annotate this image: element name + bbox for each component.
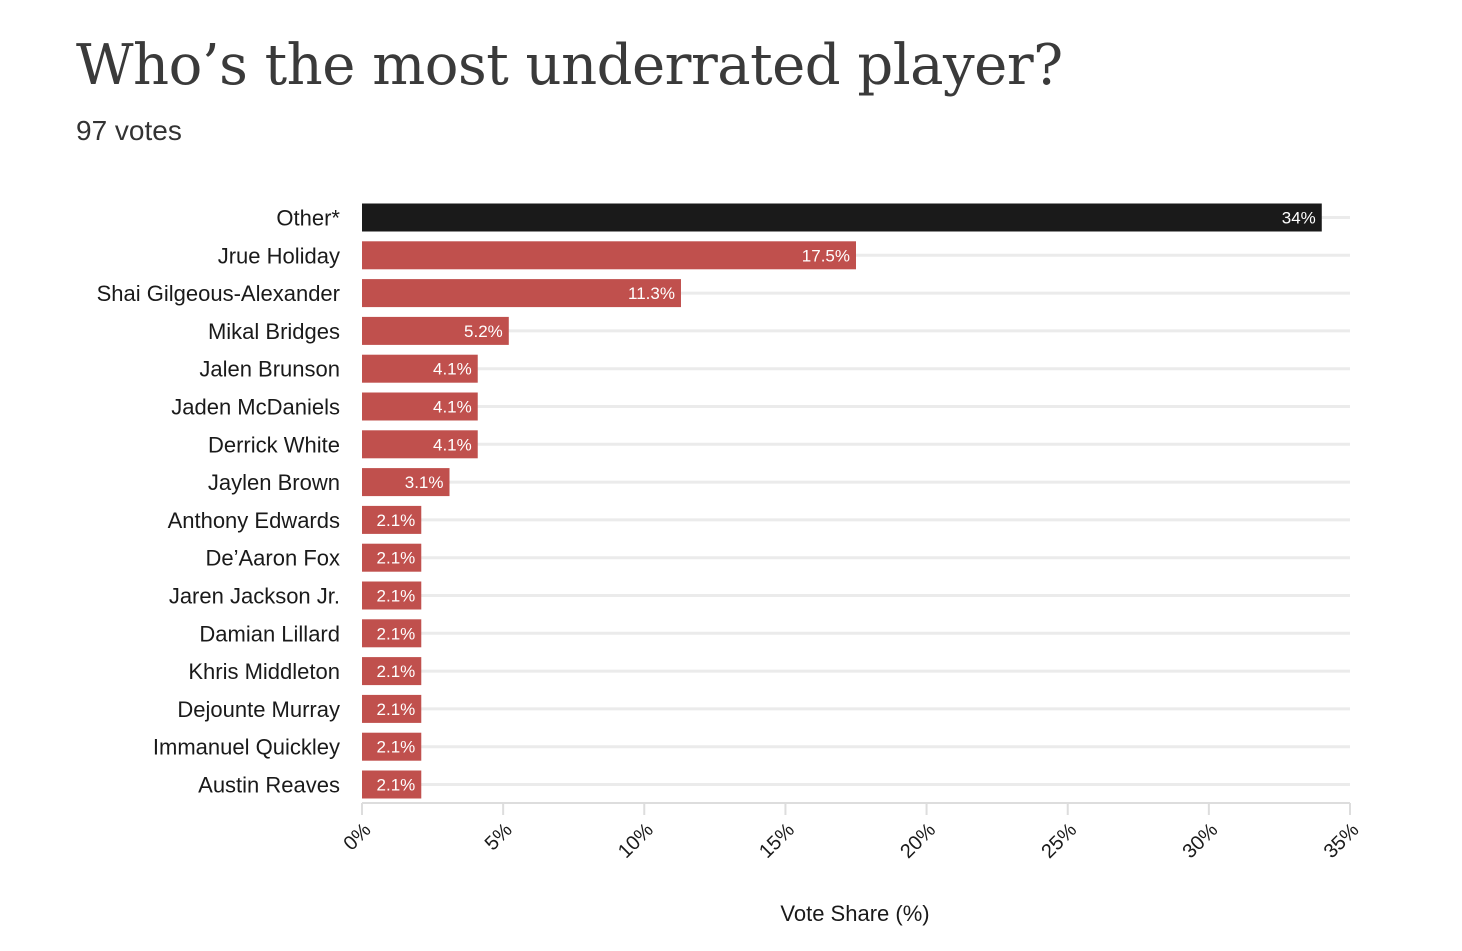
value-label: 17.5% bbox=[802, 246, 850, 265]
x-tick-label: 25% bbox=[1037, 819, 1081, 863]
category-label: Jaren Jackson Jr. bbox=[169, 584, 340, 609]
category-label: Damian Lillard bbox=[199, 621, 340, 646]
value-label: 11.3% bbox=[628, 284, 675, 303]
value-label: 2.1% bbox=[377, 549, 416, 568]
category-label: Shai Gilgeous-Alexander bbox=[97, 281, 340, 306]
value-label: 4.1% bbox=[433, 360, 472, 379]
value-labels: 34% 17.5% 11.3% 5.2% 4.1% 4.1% 4.1% 3.1% 2.1% 2.1… bbox=[377, 209, 1316, 795]
category-label: Khris Middleton bbox=[188, 659, 340, 684]
category-labels: Other* Jrue Holiday Shai Gilgeous-Alexande… bbox=[97, 206, 341, 798]
bar bbox=[362, 694, 422, 723]
bar bbox=[362, 505, 422, 534]
category-label: Derrick White bbox=[208, 432, 340, 457]
category-label: Immanuel Quickley bbox=[153, 735, 340, 760]
x-tick-label: 35% bbox=[1320, 819, 1364, 863]
bar bbox=[362, 241, 856, 270]
value-label: 2.1% bbox=[377, 776, 416, 795]
category-label: De’Aaron Fox bbox=[205, 546, 340, 571]
bar bbox=[362, 203, 1322, 232]
value-label: 34% bbox=[1282, 209, 1316, 228]
chart-title: Who’s the most underrated player? bbox=[76, 33, 1063, 98]
bar bbox=[362, 543, 422, 572]
category-label: Jaylen Brown bbox=[208, 470, 340, 495]
bar bbox=[362, 354, 478, 383]
x-tick-label: 20% bbox=[896, 819, 940, 863]
bar bbox=[362, 581, 422, 610]
value-label: 2.1% bbox=[377, 700, 416, 719]
value-label: 3.1% bbox=[405, 473, 444, 492]
category-label: Anthony Edwards bbox=[168, 508, 340, 533]
value-label: 2.1% bbox=[377, 624, 416, 643]
x-axis-title: Vote Share (%) bbox=[780, 901, 929, 926]
bar bbox=[362, 392, 478, 421]
bar bbox=[362, 657, 422, 686]
grid-lines bbox=[362, 216, 1350, 786]
bar bbox=[362, 732, 422, 761]
x-tick-label: 5% bbox=[481, 819, 517, 855]
bars bbox=[362, 203, 1322, 799]
category-label: Austin Reaves bbox=[198, 773, 340, 798]
value-label: 2.1% bbox=[377, 587, 416, 606]
bar bbox=[362, 619, 422, 648]
x-axis: 0% 5% 10% 15% 20% 25% 30% 35% bbox=[340, 802, 1364, 863]
bar bbox=[362, 468, 450, 497]
x-tick-label: 30% bbox=[1179, 819, 1223, 863]
value-label: 2.1% bbox=[377, 511, 416, 530]
x-tick-label: 15% bbox=[755, 819, 799, 863]
category-label: Jalen Brunson bbox=[199, 357, 340, 382]
vote-count: 97 votes bbox=[76, 115, 182, 146]
category-label: Jaden McDaniels bbox=[171, 395, 340, 420]
x-tick-label: 0% bbox=[340, 819, 376, 855]
bar bbox=[362, 316, 509, 345]
value-label: 2.1% bbox=[377, 738, 416, 757]
value-label: 4.1% bbox=[433, 398, 472, 417]
bar bbox=[362, 430, 478, 459]
value-label: 2.1% bbox=[377, 662, 416, 681]
category-label: Jrue Holiday bbox=[218, 243, 340, 268]
x-tick-label: 10% bbox=[614, 819, 658, 863]
category-label: Other* bbox=[276, 206, 340, 231]
category-label: Mikal Bridges bbox=[208, 319, 340, 344]
category-label: Dejounte Murray bbox=[177, 697, 340, 722]
value-label: 4.1% bbox=[433, 435, 472, 454]
value-label: 5.2% bbox=[464, 322, 503, 341]
bar bbox=[362, 279, 681, 308]
bar bbox=[362, 770, 422, 799]
